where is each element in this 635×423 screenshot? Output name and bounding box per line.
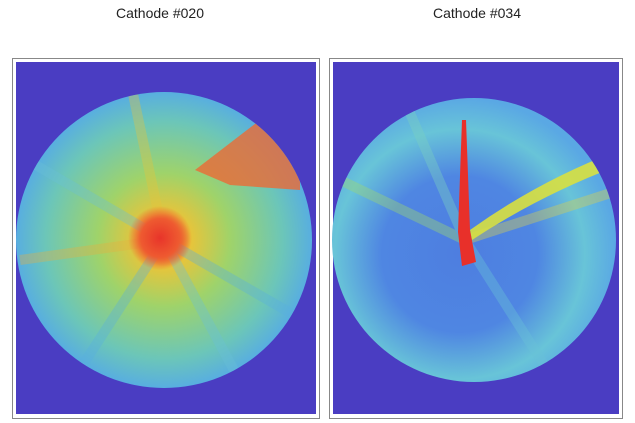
image-panel: [330, 59, 623, 419]
figure: Cathode #020 Cathode #034: [0, 0, 635, 423]
panel-title: Cathode #020: [116, 5, 204, 21]
panel-title: Cathode #034: [433, 5, 521, 21]
image-panel: [10, 59, 320, 419]
page: Cathode #020 Cathode #034 (() => { c: [0, 0, 635, 423]
hot-spot: [128, 206, 192, 270]
